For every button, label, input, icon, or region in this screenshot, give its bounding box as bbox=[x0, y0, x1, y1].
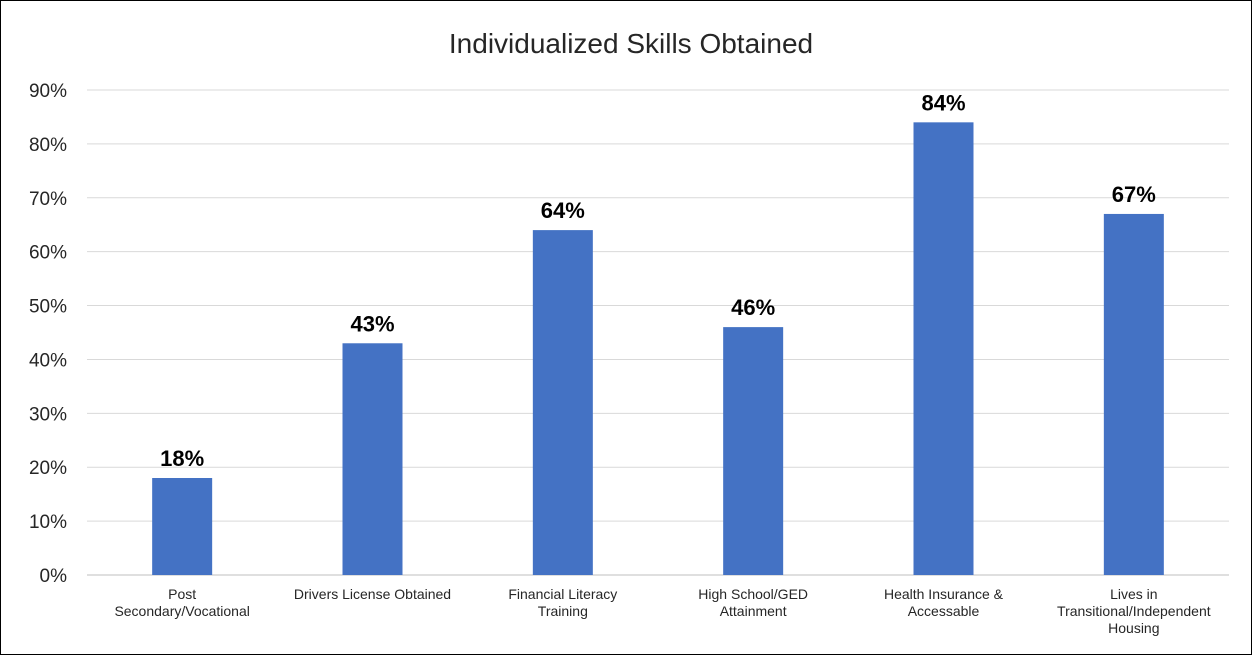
bar bbox=[1103, 213, 1164, 575]
y-tick-label: 10% bbox=[29, 512, 67, 533]
x-tick-label: Financial Literacy bbox=[508, 586, 617, 602]
bar bbox=[152, 478, 213, 575]
bar bbox=[723, 327, 784, 575]
bar bbox=[532, 230, 593, 575]
x-tick-label: Lives in bbox=[1110, 586, 1157, 602]
y-tick-label: 70% bbox=[29, 189, 67, 210]
bars bbox=[152, 122, 1164, 575]
x-tick-label: Post bbox=[168, 586, 196, 602]
y-tick-label: 20% bbox=[29, 458, 67, 479]
y-tick-label: 60% bbox=[29, 243, 67, 264]
data-label: 18% bbox=[160, 446, 204, 471]
y-axis-ticks: 0% 10% 20% 30% 40% 50% 60% 70% 80% 90% bbox=[29, 81, 67, 587]
y-tick-label: 80% bbox=[29, 135, 67, 156]
x-tick-label: High School/GED bbox=[698, 586, 808, 602]
x-tick-label: Accessable bbox=[908, 603, 980, 619]
data-labels: 18% 43% 64% 46% 84% 67% bbox=[160, 90, 1156, 471]
bar bbox=[342, 343, 403, 575]
bar bbox=[913, 122, 974, 575]
x-tick-label: Secondary/Vocational bbox=[114, 603, 249, 619]
x-tick-label: Health Insurance & bbox=[884, 586, 1004, 602]
y-tick-label: 40% bbox=[29, 350, 67, 371]
gridlines bbox=[87, 89, 1229, 576]
data-label: 46% bbox=[731, 295, 775, 320]
data-label: 84% bbox=[921, 90, 965, 115]
data-label: 64% bbox=[541, 198, 585, 223]
y-tick-label: 50% bbox=[29, 297, 67, 318]
y-tick-label: 30% bbox=[29, 404, 67, 425]
data-label: 67% bbox=[1112, 182, 1156, 207]
x-tick-label: Transitional/Independent bbox=[1057, 603, 1211, 619]
data-label: 43% bbox=[350, 311, 394, 336]
y-tick-label: 90% bbox=[29, 81, 67, 102]
x-tick-label: Housing bbox=[1108, 620, 1159, 636]
x-tick-label: Attainment bbox=[720, 603, 787, 619]
x-tick-label: Drivers License Obtained bbox=[294, 586, 451, 602]
chart-title: Individualized Skills Obtained bbox=[449, 28, 813, 59]
y-tick-label: 0% bbox=[40, 566, 68, 587]
x-tick-label: Training bbox=[538, 603, 588, 619]
